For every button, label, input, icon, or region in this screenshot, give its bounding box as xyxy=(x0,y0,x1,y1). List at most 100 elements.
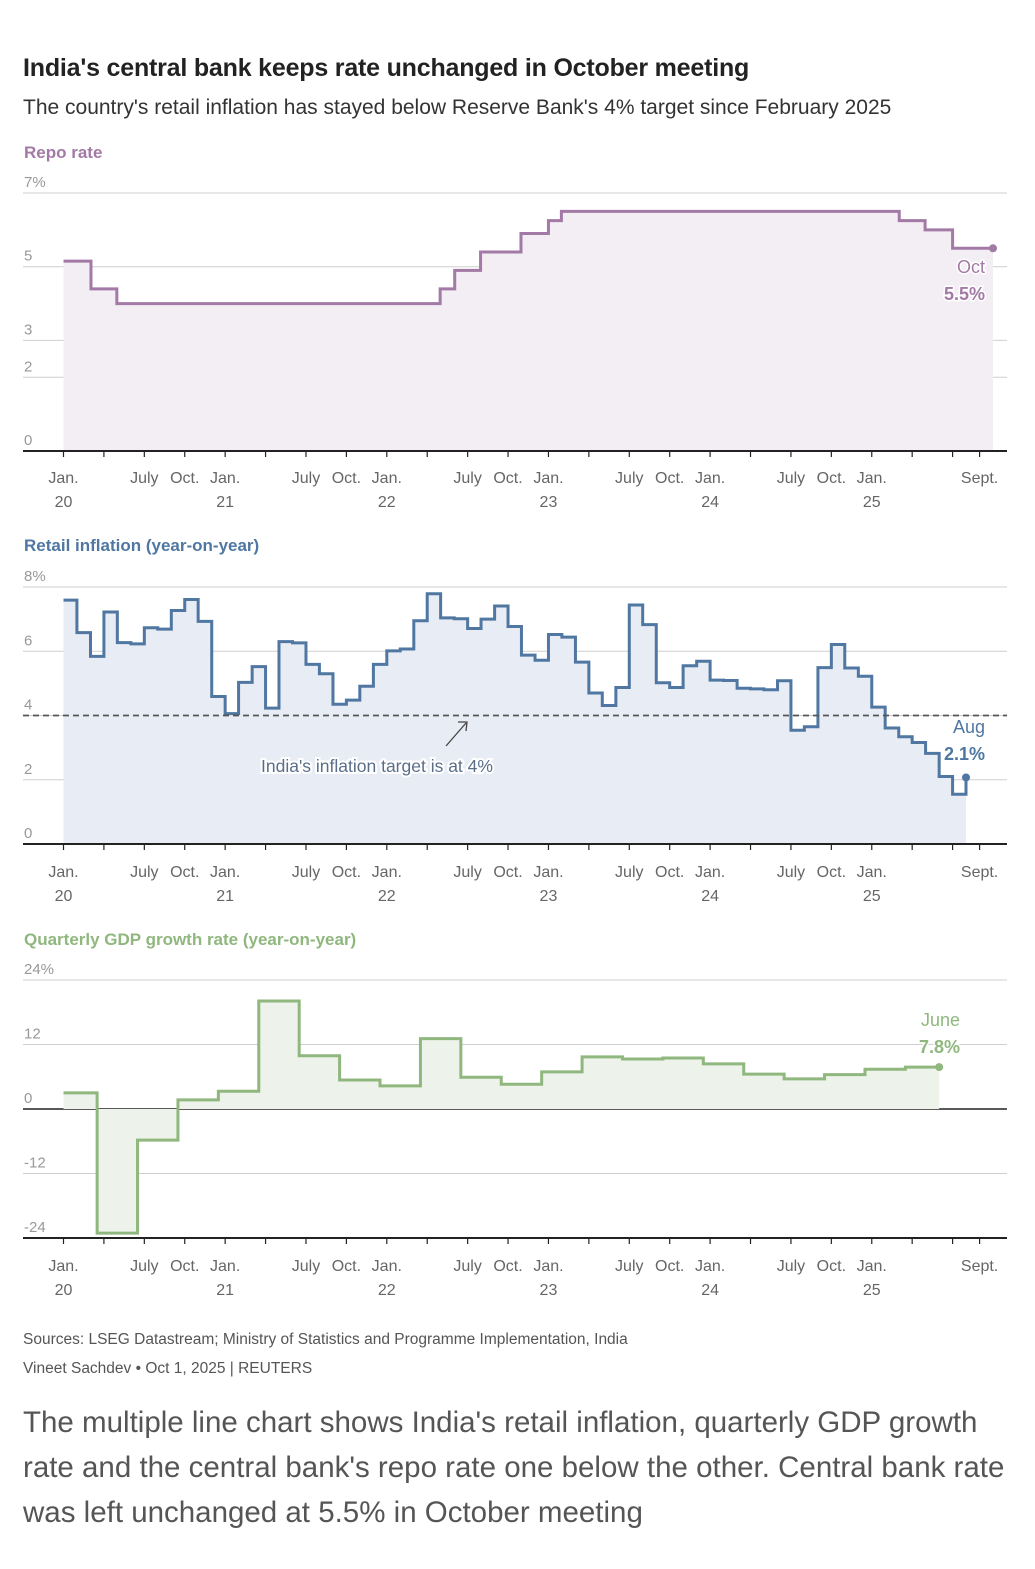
repo-rate-x-tick-label: Oct. xyxy=(170,470,199,487)
repo-rate-x-tick-label: Jan. xyxy=(695,470,725,487)
gdp-x-tick-label: Oct. xyxy=(170,1258,199,1275)
inflation-x-tick-label: July xyxy=(130,864,158,881)
inflation-y-tick-label: 6 xyxy=(24,632,32,649)
inflation-x-year-label: 23 xyxy=(540,888,558,905)
repo-rate-x-tick-label: Jan. xyxy=(533,470,563,487)
inflation-x-tick-label: July xyxy=(777,864,805,881)
gdp-x-tick-label: Jan. xyxy=(857,1258,887,1275)
sources-note: Sources: LSEG Datastream; Ministry of St… xyxy=(23,1331,628,1348)
repo-rate-series-line xyxy=(63,209,993,306)
repo-rate-end-value: 5.5% xyxy=(944,284,985,304)
gdp-x-tick-label: Jan. xyxy=(48,1258,78,1275)
repo-rate-x-tick-label: July xyxy=(615,470,643,487)
inflation-x-year-label: 24 xyxy=(701,888,719,905)
inflation-x-tick-label: Oct. xyxy=(170,864,199,881)
repo-rate-x-tick-label: July xyxy=(292,470,320,487)
gdp-y-tick-label: 12 xyxy=(24,1026,41,1043)
repo-rate-panel-title: Repo rate xyxy=(24,143,102,162)
gdp-y-tick-label: 0 xyxy=(24,1090,32,1107)
inflation-x-tick-label: Jan. xyxy=(372,864,402,881)
repo-rate-x-tick-label: Oct. xyxy=(817,470,846,487)
repo-rate-x-year-label: 24 xyxy=(701,494,719,511)
inflation-end-label: Aug xyxy=(953,717,985,737)
gdp-y-tick-label: -24 xyxy=(24,1219,46,1236)
repo-rate-x-tick-label: Oct. xyxy=(493,470,522,487)
gdp-x-tick-label: July xyxy=(615,1258,643,1275)
inflation-area-fill xyxy=(63,593,967,844)
repo-rate-x-tick-label: Oct. xyxy=(655,470,684,487)
inflation-series-line xyxy=(63,592,968,796)
inflation-x-tick-label: July xyxy=(615,864,643,881)
repo-rate-x-tick-label: Oct. xyxy=(332,470,361,487)
repo-rate-end-point xyxy=(989,244,997,253)
gdp-panel-title: Quarterly GDP growth rate (year-on-year) xyxy=(24,930,356,949)
gdp-area-fill xyxy=(63,1000,940,1234)
inflation-x-tick-label: Oct. xyxy=(332,864,361,881)
gdp-y-tick-label: 24% xyxy=(24,961,54,978)
gdp-x-tick-label: Sept. xyxy=(961,1258,998,1275)
inflation-x-tick-label: Sept. xyxy=(961,864,998,881)
repo-rate-x-tick-label: Jan. xyxy=(372,470,402,487)
gdp-series-line xyxy=(63,999,940,1235)
gdp-x-tick-label: Oct. xyxy=(817,1258,846,1275)
inflation-y-tick-label: 2 xyxy=(24,761,32,778)
repo-rate-x-tick-label: Jan. xyxy=(48,470,78,487)
inflation-x-tick-label: July xyxy=(292,864,320,881)
gdp-x-year-label: 22 xyxy=(378,1282,396,1299)
repo-rate-y-tick-label: 2 xyxy=(24,358,32,375)
repo-rate-y-tick-label: 3 xyxy=(24,321,32,338)
gdp-x-year-label: 24 xyxy=(701,1282,719,1299)
repo-rate-x-year-label: 22 xyxy=(378,494,396,511)
gdp-x-tick-label: Oct. xyxy=(332,1258,361,1275)
inflation-y-tick-label: 8% xyxy=(24,568,46,585)
inflation-panel-title: Retail inflation (year-on-year) xyxy=(24,536,259,555)
inflation-x-year-label: 22 xyxy=(378,888,396,905)
gdp-x-tick-label: July xyxy=(453,1258,481,1275)
gdp-end-label: June xyxy=(921,1010,960,1030)
inflation-target-arrow xyxy=(445,722,467,747)
inflation-x-tick-label: Jan. xyxy=(857,864,887,881)
inflation-x-year-label: 20 xyxy=(55,888,73,905)
gdp-x-tick-label: Jan. xyxy=(372,1258,402,1275)
repo-rate-y-tick-label: 0 xyxy=(24,432,32,449)
repo-rate-end-label: Oct xyxy=(957,257,985,277)
gdp-end-value: 7.8% xyxy=(919,1037,960,1057)
inflation-x-tick-label: Jan. xyxy=(48,864,78,881)
inflation-x-tick-label: Jan. xyxy=(210,864,240,881)
inflation-y-tick-label: 0 xyxy=(24,825,32,842)
gdp-x-tick-label: Jan. xyxy=(695,1258,725,1275)
inflation-x-tick-label: Jan. xyxy=(695,864,725,881)
inflation-x-year-label: 21 xyxy=(216,888,234,905)
repo-rate-x-tick-label: Sept. xyxy=(961,470,998,487)
gdp-x-year-label: 25 xyxy=(863,1282,881,1299)
inflation-target-arrowhead xyxy=(458,721,468,732)
inflation-end-value: 2.1% xyxy=(944,744,985,764)
gdp-x-year-label: 20 xyxy=(55,1282,73,1299)
repo-rate-x-tick-label: July xyxy=(130,470,158,487)
repo-rate-x-year-label: 20 xyxy=(55,494,73,511)
inflation-x-tick-label: Oct. xyxy=(817,864,846,881)
chart-title: India's central bank keeps rate unchange… xyxy=(23,54,750,82)
chart-caption: The multiple line chart shows India's re… xyxy=(23,1406,1005,1529)
gdp-x-tick-label: July xyxy=(130,1258,158,1275)
repo-rate-x-year-label: 23 xyxy=(540,494,558,511)
repo-rate-y-tick-label: 7% xyxy=(24,174,46,191)
repo-rate-x-tick-label: July xyxy=(777,470,805,487)
gdp-x-tick-label: July xyxy=(292,1258,320,1275)
inflation-x-tick-label: Jan. xyxy=(533,864,563,881)
gdp-x-year-label: 23 xyxy=(540,1282,558,1299)
inflation-x-tick-label: Oct. xyxy=(655,864,684,881)
repo-rate-x-tick-label: Jan. xyxy=(210,470,240,487)
gdp-y-tick-label: -12 xyxy=(24,1155,46,1172)
repo-rate-x-year-label: 25 xyxy=(863,494,881,511)
gdp-x-tick-label: Jan. xyxy=(533,1258,563,1275)
inflation-x-tick-label: Oct. xyxy=(493,864,522,881)
gdp-x-tick-label: July xyxy=(777,1258,805,1275)
inflation-x-year-label: 25 xyxy=(863,888,881,905)
inflation-target-label: India's inflation target is at 4% xyxy=(261,756,493,776)
repo-rate-area-fill xyxy=(63,211,993,451)
inflation-y-tick-label: 4 xyxy=(24,697,32,714)
repo-rate-x-tick-label: Jan. xyxy=(857,470,887,487)
repo-rate-x-tick-label: July xyxy=(453,470,481,487)
